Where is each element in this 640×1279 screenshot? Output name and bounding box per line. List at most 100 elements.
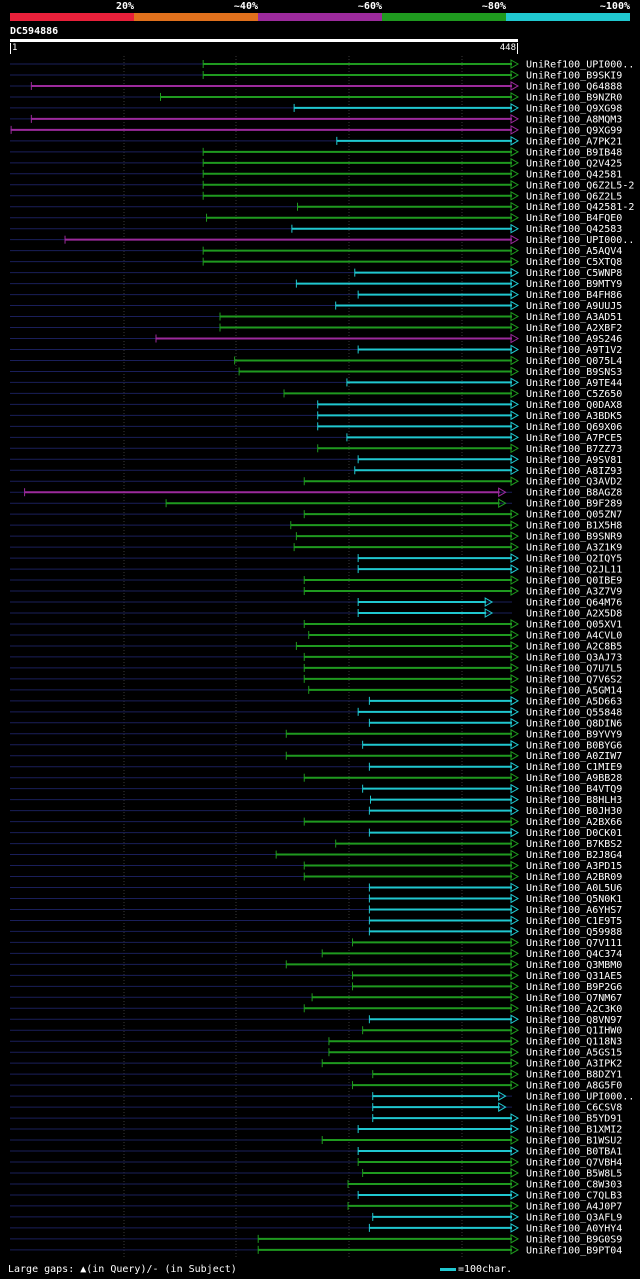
hit-label[interactable]: UniRef100_B5YD91 xyxy=(526,1114,622,1125)
hit-label[interactable]: UniRef100_B9YVY9 xyxy=(526,729,622,740)
hit-label[interactable]: UniRef100_UPI000.. xyxy=(526,1092,634,1103)
hit-row[interactable]: UniRef100_C5Z650 xyxy=(10,388,622,400)
hit-row[interactable]: UniRef100_B1X5H8 xyxy=(10,520,622,532)
hit-row[interactable]: UniRef100_A7PK21 xyxy=(10,135,622,147)
hit-label[interactable]: UniRef100_B0TBA1 xyxy=(526,1147,622,1158)
hit-row[interactable]: UniRef100_Q0DAX8 xyxy=(10,399,622,411)
hit-label[interactable]: UniRef100_Q9XG98 xyxy=(526,103,622,114)
hit-label[interactable]: UniRef100_A7PCE5 xyxy=(526,433,622,444)
hit-label[interactable]: UniRef100_Q55848 xyxy=(526,707,622,718)
hit-row[interactable]: UniRef100_Q3AVD2 xyxy=(10,476,622,488)
hit-row[interactable]: UniRef100_Q7NM67 xyxy=(10,992,622,1004)
hit-row[interactable]: UniRef100_A3PD15 xyxy=(10,860,622,872)
hit-row[interactable]: UniRef100_A3AD51 xyxy=(10,311,622,323)
hit-label[interactable]: UniRef100_Q1IHW0 xyxy=(526,1026,622,1037)
hit-label[interactable]: UniRef100_A3PD15 xyxy=(526,861,622,872)
hit-label[interactable]: UniRef100_B9G0S9 xyxy=(526,1234,622,1245)
hit-label[interactable]: UniRef100_Q3AJ73 xyxy=(526,652,622,663)
hit-label[interactable]: UniRef100_Q075L4 xyxy=(526,356,622,367)
hit-row[interactable]: UniRef100_A2X5D8 xyxy=(10,608,622,620)
hit-label[interactable]: UniRef100_Q7NM67 xyxy=(526,993,622,1004)
hit-label[interactable]: UniRef100_A8IZ93 xyxy=(526,466,622,477)
hit-label[interactable]: UniRef100_B1WSU2 xyxy=(526,1136,622,1147)
hit-label[interactable]: UniRef100_Q3AVD2 xyxy=(526,477,622,488)
hit-row[interactable]: UniRef100_B9YVY9 xyxy=(10,728,622,740)
hit-label[interactable]: UniRef100_A8G5F0 xyxy=(526,1081,622,1092)
hit-row[interactable]: UniRef100_D0CK01 xyxy=(10,827,622,839)
hit-label[interactable]: UniRef100_A4J0P7 xyxy=(526,1201,622,1212)
hit-label[interactable]: UniRef100_Q42583 xyxy=(526,224,622,235)
hit-row[interactable]: UniRef100_UPI000.. xyxy=(10,59,634,71)
hit-row[interactable]: UniRef100_UPI000.. xyxy=(10,1091,634,1103)
hit-row[interactable]: UniRef100_A8G5F0 xyxy=(10,1080,622,1092)
hit-row[interactable]: UniRef100_B9P2G6 xyxy=(10,981,622,993)
hit-row[interactable]: UniRef100_Q42581 xyxy=(10,168,622,180)
hit-row[interactable]: UniRef100_B0BYG6 xyxy=(10,739,622,751)
hit-label[interactable]: UniRef100_D0CK01 xyxy=(526,828,622,839)
hit-label[interactable]: UniRef100_Q5N0K1 xyxy=(526,894,622,905)
hit-label[interactable]: UniRef100_B4FQE0 xyxy=(526,213,622,224)
hit-label[interactable]: UniRef100_B8DZY1 xyxy=(526,1070,622,1081)
hit-row[interactable]: UniRef100_B9MTY9 xyxy=(10,278,622,290)
hit-row[interactable]: UniRef100_B4FQE0 xyxy=(10,212,622,224)
hit-row[interactable]: UniRef100_A5AQV4 xyxy=(10,245,622,257)
hit-label[interactable]: UniRef100_B9MTY9 xyxy=(526,279,622,290)
hit-label[interactable]: UniRef100_A2C3K0 xyxy=(526,1004,622,1015)
hit-row[interactable]: UniRef100_Q8VN97 xyxy=(10,1014,622,1026)
hit-label[interactable]: UniRef100_C5XTQ8 xyxy=(526,257,622,268)
hit-label[interactable]: UniRef100_C5Z650 xyxy=(526,389,622,400)
hit-label[interactable]: UniRef100_A2XBF2 xyxy=(526,323,622,334)
hit-row[interactable]: UniRef100_A0YHY4 xyxy=(10,1223,622,1234)
hit-label[interactable]: UniRef100_C1MIE9 xyxy=(526,762,622,773)
hit-label[interactable]: UniRef100_Q7V111 xyxy=(526,938,622,949)
hit-label[interactable]: UniRef100_A5D663 xyxy=(526,696,622,707)
hit-label[interactable]: UniRef100_C7QLB3 xyxy=(526,1190,622,1201)
hit-row[interactable]: UniRef100_A3BDK5 xyxy=(10,410,622,422)
hit-label[interactable]: UniRef100_A3IPK2 xyxy=(526,1059,622,1070)
hit-row[interactable]: UniRef100_Q4C374 xyxy=(10,948,622,960)
hit-row[interactable]: UniRef100_B2J8G4 xyxy=(10,849,622,861)
hit-row[interactable]: UniRef100_Q64M76 xyxy=(10,597,622,609)
hit-row[interactable]: UniRef100_B1WSU2 xyxy=(10,1135,622,1147)
hit-label[interactable]: UniRef100_Q118N3 xyxy=(526,1037,622,1048)
hit-label[interactable]: UniRef100_B8AGZ8 xyxy=(526,488,622,499)
hit-row[interactable]: UniRef100_A2C8B5 xyxy=(10,641,622,652)
hit-label[interactable]: UniRef100_Q42581-2 xyxy=(526,202,634,213)
hit-row[interactable]: UniRef100_Q69X06 xyxy=(10,421,622,433)
hit-row[interactable]: UniRef100_B9SKI9 xyxy=(10,70,622,81)
hit-label[interactable]: UniRef100_UPI000.. xyxy=(526,235,634,246)
hit-row[interactable]: UniRef100_B8AGZ8 xyxy=(10,487,622,499)
hit-label[interactable]: UniRef100_Q64888 xyxy=(526,81,622,92)
hit-label[interactable]: UniRef100_Q6Z2L5-2 xyxy=(526,180,634,191)
hit-label[interactable]: UniRef100_Q0IBE9 xyxy=(526,576,622,587)
hit-row[interactable]: UniRef100_Q7V111 xyxy=(10,937,622,949)
hit-row[interactable]: UniRef100_Q42581-2 xyxy=(10,201,634,213)
hit-row[interactable]: UniRef100_Q7U7L5 xyxy=(10,663,622,674)
hit-label[interactable]: UniRef100_B7ZZ73 xyxy=(526,444,622,455)
hit-label[interactable]: UniRef100_Q42581 xyxy=(526,169,622,180)
hit-row[interactable]: UniRef100_Q3AFL9 xyxy=(10,1212,622,1223)
hit-label[interactable]: UniRef100_B9F289 xyxy=(526,499,622,510)
hit-row[interactable]: UniRef100_C5WNP8 xyxy=(10,267,622,279)
hit-label[interactable]: UniRef100_A3BDK5 xyxy=(526,411,622,422)
hit-label[interactable]: UniRef100_Q59988 xyxy=(526,927,622,938)
hit-row[interactable]: UniRef100_B7KBS2 xyxy=(10,838,622,850)
hit-row[interactable]: UniRef100_B8DZY1 xyxy=(10,1069,622,1081)
hit-label[interactable]: UniRef100_Q7V6S2 xyxy=(526,674,622,685)
hit-label[interactable]: UniRef100_A9SV81 xyxy=(526,455,622,466)
hit-label[interactable]: UniRef100_Q69X06 xyxy=(526,422,622,433)
hit-label[interactable]: UniRef100_Q3MBM0 xyxy=(526,960,622,971)
hit-label[interactable]: UniRef100_A9S246 xyxy=(526,334,622,345)
hit-row[interactable]: UniRef100_A2BX66 xyxy=(10,816,622,828)
hit-label[interactable]: UniRef100_Q2V425 xyxy=(526,158,622,169)
hit-row[interactable]: UniRef100_A0L5U6 xyxy=(10,882,622,894)
hit-label[interactable]: UniRef100_B8HLH3 xyxy=(526,795,622,806)
hit-row[interactable]: UniRef100_Q05XV1 xyxy=(10,619,622,630)
hit-row[interactable]: UniRef100_A2XBF2 xyxy=(10,322,622,334)
hit-row[interactable]: UniRef100_B9IB48 xyxy=(10,146,622,158)
hit-label[interactable]: UniRef100_Q64M76 xyxy=(526,598,622,609)
hit-row[interactable]: UniRef100_Q8DIN6 xyxy=(10,717,622,729)
hit-row[interactable]: UniRef100_Q5N0K1 xyxy=(10,893,622,905)
hit-row[interactable]: UniRef100_Q55848 xyxy=(10,706,622,718)
hit-row[interactable]: UniRef100_B9SNS3 xyxy=(10,366,622,378)
